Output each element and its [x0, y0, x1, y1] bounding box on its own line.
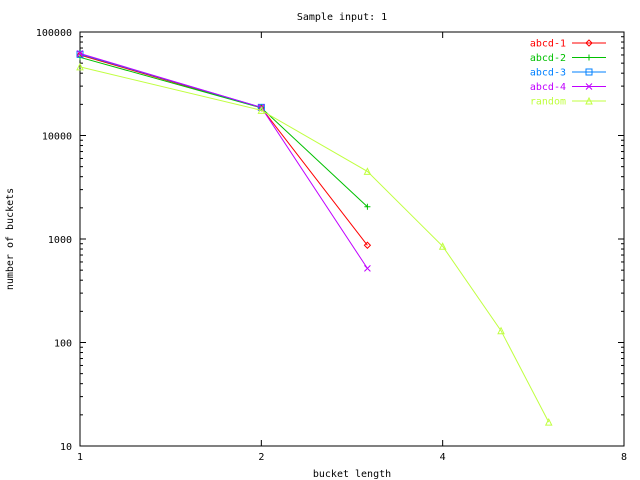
series-line: [79, 53, 368, 269]
data-point: [497, 326, 505, 335]
data-point: [257, 106, 266, 114]
legend-marker: [585, 96, 593, 105]
chart-title: Sample input: 1: [297, 12, 387, 23]
y-axis-label: number of buckets: [5, 188, 16, 290]
y-tick-label: 10000: [42, 132, 72, 143]
series-layer: [76, 50, 553, 426]
x-tick-label: 2: [258, 452, 264, 463]
legend-marker: [585, 68, 593, 76]
plot-frame: [79, 31, 625, 447]
series-abcd-4: [76, 50, 371, 272]
data-point: [364, 203, 371, 210]
data-point: [363, 241, 372, 249]
y-tick-label: 100: [54, 339, 72, 350]
y-ticks: 10 100 1000 10000 100000: [36, 28, 624, 453]
legend-marker: [586, 54, 592, 61]
x-ticks: 1 2 4 8: [77, 32, 627, 463]
data-point: [544, 418, 553, 426]
y-tick-label: 1000: [48, 235, 72, 246]
x-tick-label: 4: [440, 452, 446, 463]
y-tick-label: 10: [60, 442, 72, 453]
legend-marker: [585, 39, 593, 47]
legend-label: random: [530, 97, 566, 108]
series-abcd-2: [77, 54, 371, 210]
x-tick-label: 8: [621, 452, 627, 463]
y-tick-label: 100000: [36, 28, 72, 39]
legend-label: abcd-4: [530, 82, 566, 93]
legend-marker: [585, 83, 593, 90]
data-point: [363, 167, 372, 175]
x-axis-label: bucket length: [313, 469, 391, 480]
data-point: [76, 50, 84, 57]
series-line: [79, 54, 368, 246]
series-line: [79, 56, 368, 208]
series-random: [76, 62, 553, 426]
data-point: [438, 242, 447, 250]
series-abcd-1: [76, 51, 372, 249]
series-line: [79, 66, 550, 423]
legend-label: abcd-2: [530, 53, 566, 64]
legend-label: abcd-3: [530, 68, 566, 79]
legend: abcd-1 abcd-2 abcd-3 abcd-4 random: [530, 39, 606, 108]
data-point: [364, 265, 371, 272]
legend-label: abcd-1: [530, 39, 566, 50]
x-tick-label: 1: [77, 452, 83, 463]
data-point: [76, 62, 84, 71]
